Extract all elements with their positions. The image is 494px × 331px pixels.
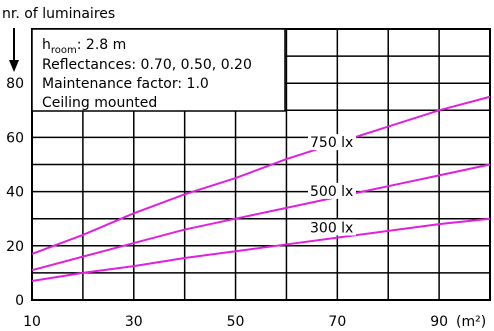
y-axis-label: nr. of luminaires <box>2 6 115 22</box>
x-unit: (m²) <box>456 314 486 330</box>
annotation-text: room <box>51 45 77 56</box>
line <box>31 217 491 283</box>
arrow-head <box>9 60 19 72</box>
series-label: 500 lx <box>310 184 353 200</box>
annotation-text: h <box>42 37 51 53</box>
label-bg <box>308 134 356 151</box>
x-tick-label: 70 <box>328 314 346 330</box>
annotation-line: Reflectances: 0.70, 0.50, 0.20 <box>42 57 252 73</box>
y-tick-label: 20 <box>6 239 24 255</box>
series-label: 300 lx <box>310 220 353 236</box>
annotation-line: Ceiling mounted <box>42 95 157 111</box>
annotation-line: Maintenance factor: 1.0 <box>42 76 209 92</box>
line <box>31 163 491 272</box>
line <box>31 95 491 255</box>
x-tick-label: 10 <box>23 314 41 330</box>
annotation-box <box>31 28 286 112</box>
label-bg <box>308 182 356 199</box>
y-tick-label: 40 <box>6 185 24 201</box>
y-tick-label: 60 <box>6 130 24 146</box>
y-tick-label: 0 <box>15 293 24 309</box>
x-tick-label: 90 <box>430 314 448 330</box>
x-tick-label: 50 <box>227 314 245 330</box>
x-tick-label: 30 <box>125 314 143 330</box>
annotation-line: hroom: 2.8 m <box>42 37 126 56</box>
annotation-text: : 2.8 m <box>77 37 127 53</box>
label-bg <box>308 219 356 236</box>
y-tick-label: 80 <box>6 76 24 92</box>
series-label: 750 lx <box>310 135 353 151</box>
